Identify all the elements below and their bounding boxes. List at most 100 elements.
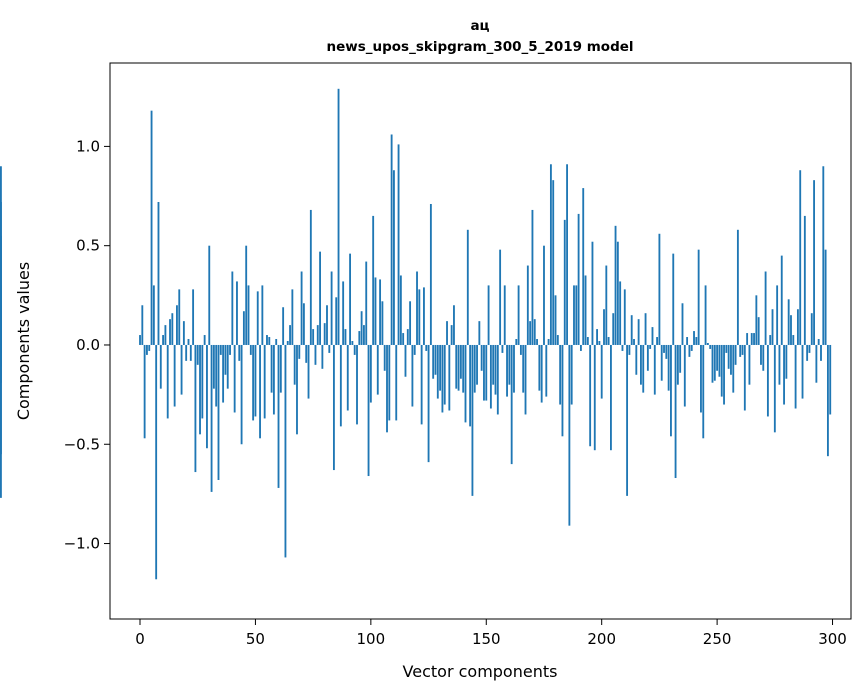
bar: [358, 331, 361, 345]
bar: [321, 344, 324, 369]
bar: [166, 344, 169, 419]
bar: [718, 344, 721, 377]
bar: [755, 295, 758, 345]
bar: [402, 333, 405, 345]
bar: [681, 303, 684, 345]
bar: [660, 344, 663, 381]
bar: [820, 344, 822, 361]
bar: [305, 344, 308, 363]
bar: [709, 344, 712, 349]
x-tick-label: 300: [818, 630, 847, 648]
plot-frame: [109, 62, 852, 620]
bar: [607, 337, 610, 345]
bar: [413, 344, 416, 355]
bar: [492, 344, 495, 385]
bar: [706, 342, 709, 345]
bars-group: [0, 88, 832, 580]
bar: [517, 285, 520, 345]
bar: [579, 344, 582, 351]
bar: [603, 309, 605, 345]
bar: [270, 344, 273, 393]
bar: [757, 317, 760, 345]
bar: [704, 285, 707, 345]
bar: [683, 344, 686, 407]
bar: [233, 344, 236, 413]
bar: [480, 344, 483, 371]
bar: [141, 305, 144, 345]
bar: [635, 344, 638, 375]
bar: [448, 344, 451, 411]
bar: [206, 344, 208, 449]
bar: [462, 344, 465, 393]
bar: [441, 344, 444, 413]
bar: [792, 335, 795, 345]
bar: [316, 325, 319, 345]
bar: [573, 285, 575, 345]
bar: [342, 281, 345, 345]
bar: [503, 285, 506, 345]
bar: [746, 333, 749, 345]
bar: [556, 335, 559, 345]
bar: [552, 180, 555, 345]
bar: [146, 344, 148, 355]
bar: [268, 337, 271, 345]
bar: [508, 344, 511, 385]
bar: [623, 289, 626, 345]
bar: [404, 344, 407, 377]
y-axis-label: Components values: [14, 262, 33, 420]
bar: [459, 344, 462, 379]
bar: [409, 301, 412, 345]
bar: [621, 344, 624, 351]
bar: [727, 344, 730, 369]
bar: [238, 344, 241, 361]
bar: [224, 344, 227, 375]
bar: [743, 344, 746, 411]
bar: [427, 344, 430, 463]
bar: [406, 329, 409, 345]
bar: [139, 335, 141, 345]
bar: [229, 344, 231, 355]
bar: [469, 344, 472, 427]
bar: [208, 245, 211, 345]
bar: [561, 344, 564, 437]
bar: [473, 344, 476, 393]
bar: [487, 285, 490, 345]
y-tick-label: 1.0: [76, 137, 100, 155]
bar: [700, 344, 702, 413]
bar: [365, 261, 368, 345]
bar: [296, 344, 298, 435]
bar: [813, 180, 815, 345]
bar: [663, 344, 665, 353]
bar: [739, 344, 742, 357]
bar: [760, 344, 762, 365]
bar: [637, 319, 640, 345]
bar: [725, 344, 728, 353]
bar: [640, 344, 642, 385]
bar: [582, 188, 585, 345]
bar: [226, 344, 229, 389]
bar: [566, 164, 568, 345]
bar: [284, 344, 287, 558]
y-tick-label: −1.0: [64, 535, 100, 553]
bar: [554, 295, 557, 345]
bar: [513, 344, 515, 393]
bar: [254, 344, 257, 417]
bar: [780, 255, 783, 345]
bar: [376, 344, 379, 395]
bar: [374, 277, 377, 345]
x-tick-label: 250: [703, 630, 732, 648]
bar: [524, 344, 527, 415]
bar: [476, 344, 478, 385]
bar: [665, 344, 668, 359]
x-axis-ticks: 0 50 100 150 200 250 300: [135, 619, 847, 648]
bar: [577, 213, 580, 345]
bar: [155, 344, 158, 580]
bar: [563, 219, 566, 345]
bar: [252, 344, 255, 421]
bar: [367, 344, 370, 477]
bar: [494, 344, 497, 395]
y-tick-label: 0.0: [76, 336, 100, 354]
bar: [157, 202, 160, 345]
bar: [741, 344, 744, 355]
bar: [231, 271, 234, 345]
